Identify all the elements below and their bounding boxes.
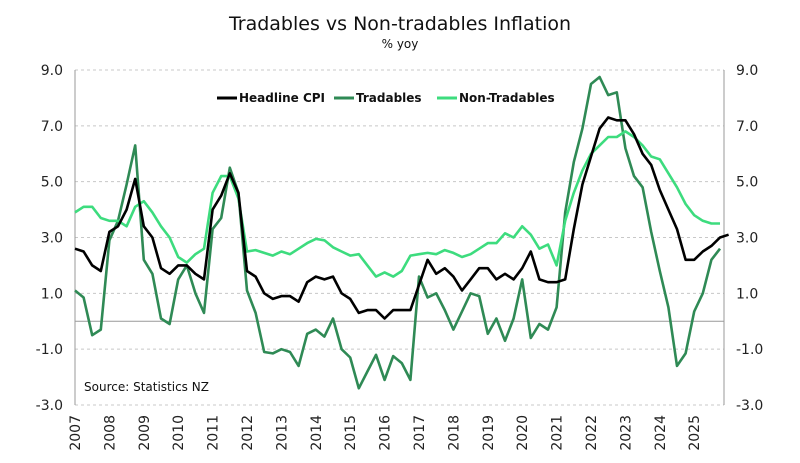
x-tick-label: 2021 (550, 415, 566, 451)
x-tick-label: 2007 (68, 415, 84, 451)
x-tick-label: 2015 (343, 415, 359, 451)
x-tick-label: 2010 (171, 415, 187, 451)
legend: Headline CPI Tradables Non-Tradables (217, 91, 555, 105)
x-tick-label: 2014 (309, 415, 325, 451)
x-tick-label: 2019 (481, 415, 497, 451)
x-tick-label: 2023 (618, 415, 634, 451)
source-note: Source: Statistics NZ (84, 380, 209, 394)
x-tick-label: 2025 (687, 415, 703, 451)
series-line-tradables (74, 75, 722, 390)
y-tick-label-left: -1.0 (36, 342, 63, 358)
legend-label: Tradables (356, 91, 422, 105)
x-tick-label: 2016 (378, 415, 394, 451)
x-tick-label: 2022 (584, 415, 600, 451)
series-line-non-tradables (74, 130, 720, 278)
y-tick-label-left: -3.0 (36, 398, 63, 414)
x-tick-label: 2009 (137, 415, 153, 451)
y-tick-label-right: 1.0 (736, 286, 758, 302)
y-tick-label-left: 1.0 (41, 286, 63, 302)
y-tick-label-left: 3.0 (41, 231, 63, 247)
x-tick-label: 2017 (412, 415, 428, 451)
y-tick-label-left: 9.0 (41, 63, 63, 79)
y-tick-label-right: -3.0 (736, 398, 763, 414)
x-tick-label: 2008 (102, 415, 118, 451)
x-tick-label: 2020 (515, 415, 531, 451)
y-tick-label-left: 7.0 (41, 119, 63, 135)
x-tick-label: 2018 (446, 415, 462, 451)
y-tick-label-left: 5.0 (41, 175, 63, 191)
y-tick-label-right: 3.0 (736, 231, 758, 247)
x-tick-label: 2012 (240, 415, 256, 451)
x-tick-label: 2011 (206, 415, 222, 451)
gridlines (75, 69, 724, 406)
series-lines (74, 75, 730, 390)
x-tick-label: 2024 (653, 415, 669, 451)
legend-label: Headline CPI (239, 91, 325, 105)
axes: 9.0 9.0 7.0 7.0 5.0 5.0 3.0 3.0 1.0 1.0 -1.0 -1.0 -3… (36, 63, 764, 451)
chart-title: Tradables vs Non-tradables Inflation (228, 13, 571, 35)
chart-subtitle: % yoy (382, 37, 419, 51)
legend-label: Non-Tradables (459, 91, 555, 105)
series-line-headline-cpi (74, 116, 730, 320)
x-tick-label: 2013 (274, 415, 290, 451)
y-tick-label-right: 7.0 (736, 119, 758, 135)
y-tick-label-right: 5.0 (736, 175, 758, 191)
y-tick-label-right: 9.0 (736, 63, 758, 79)
y-tick-label-right: -1.0 (736, 342, 763, 358)
